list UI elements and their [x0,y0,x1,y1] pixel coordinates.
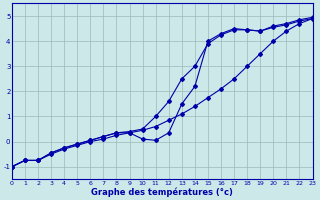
X-axis label: Graphe des températures (°c): Graphe des températures (°c) [91,187,233,197]
